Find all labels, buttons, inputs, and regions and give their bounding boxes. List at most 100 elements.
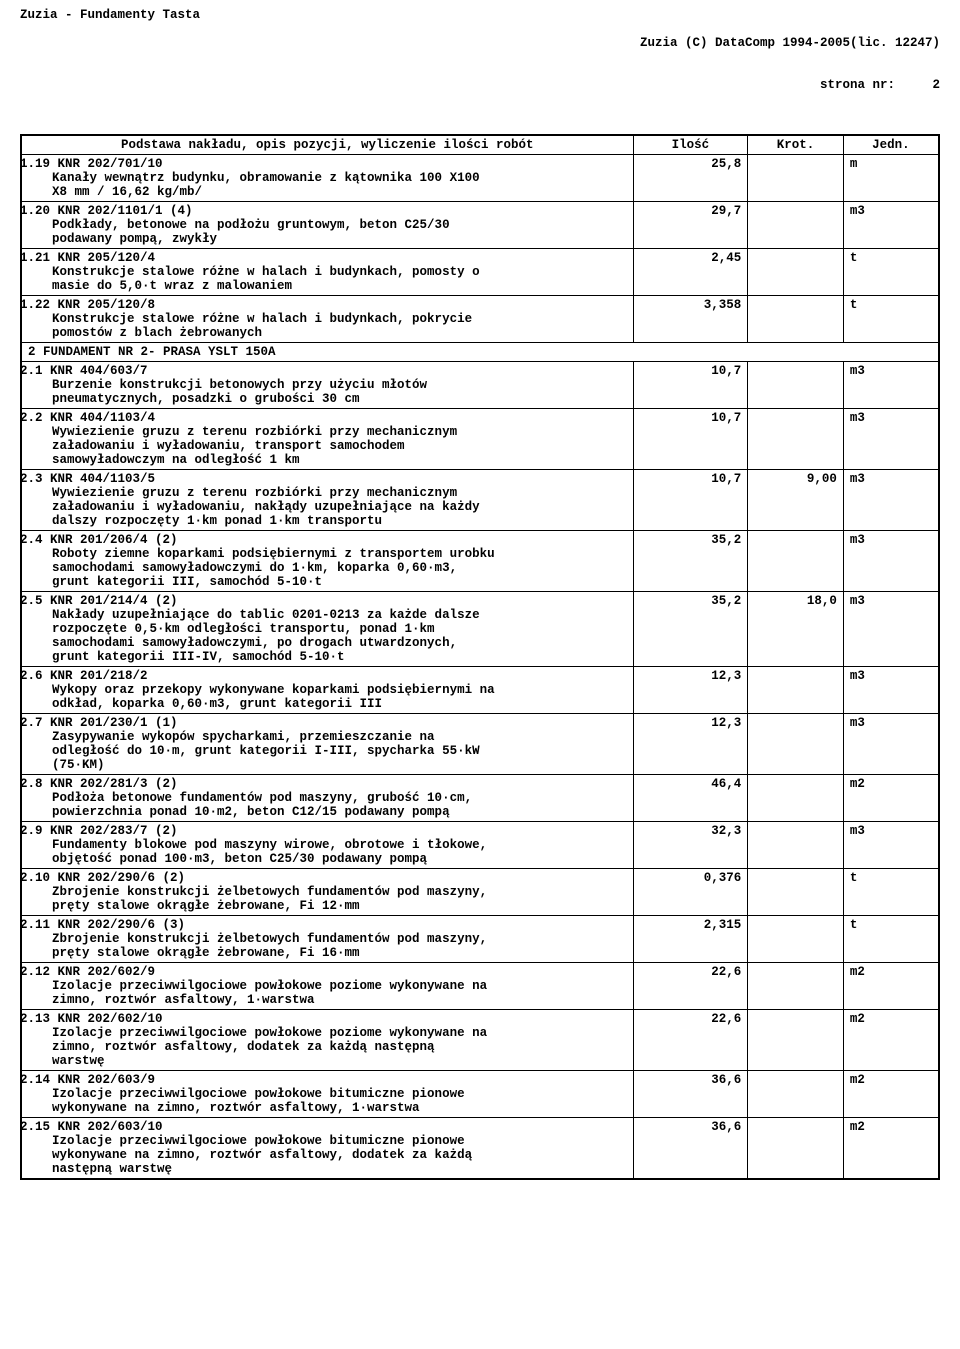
cell-jedn: m3 [843,202,939,249]
col-header-jedn: Jedn. [843,135,939,155]
item-code: 2.6 KNR 201/218/2 [20,669,627,683]
cell-opis: 2.2 KNR 404/1103/4Wywiezienie gruzu z te… [21,409,633,470]
item-desc-line: Wywiezienie gruzu z terenu rozbiórki prz… [52,425,627,439]
item-desc-line: Izolacje przeciwwilgociowe powłokowe bit… [52,1134,627,1148]
cell-krot [748,822,844,869]
cell-ilosc: 22,6 [633,1010,748,1071]
cell-jedn: m3 [843,531,939,592]
item-code: 2.12 KNR 202/602/9 [20,965,627,979]
item-code: 1.22 KNR 205/120/8 [20,298,627,312]
cell-opis: 2.14 KNR 202/603/9Izolacje przeciwwilgoc… [21,1071,633,1118]
cell-opis: 2.15 KNR 202/603/10Izolacje przeciwwilgo… [21,1118,633,1180]
item-desc-line: Wywiezienie gruzu z terenu rozbiórki prz… [52,486,627,500]
item-desc-line: Podłoża betonowe fundamentów pod maszyny… [52,791,627,805]
cell-jedn: t [843,916,939,963]
item-desc-line: (75·KM) [52,758,627,772]
cell-jedn: m2 [843,1118,939,1180]
page-header: Zuzia - Fundamenty Tasta Zuzia (C) DataC… [20,8,940,120]
cell-opis: 2.9 KNR 202/283/7 (2)Fundamenty blokowe … [21,822,633,869]
cell-krot [748,296,844,343]
cell-krot [748,531,844,592]
cell-ilosc: 35,2 [633,592,748,667]
table-row: 2.14 KNR 202/603/9Izolacje przeciwwilgoc… [21,1071,939,1118]
cell-ilosc: 36,6 [633,1071,748,1118]
table-body: 1.19 KNR 202/701/10Kanały wewnątrz budyn… [21,155,939,1180]
cell-ilosc: 12,3 [633,667,748,714]
item-desc-line: Zasypywanie wykopów spycharkami, przemie… [52,730,627,744]
cell-opis: 2.10 KNR 202/290/6 (2)Zbrojenie konstruk… [21,869,633,916]
col-header-opis: Podstawa nakładu, opis pozycji, wyliczen… [21,135,633,155]
item-desc-line: warstwę [52,1054,627,1068]
cell-ilosc: 10,7 [633,362,748,409]
cell-jedn: t [843,869,939,916]
item-desc-line: następną warstwę [52,1162,627,1176]
table-row: 1.19 KNR 202/701/10Kanały wewnątrz budyn… [21,155,939,202]
item-desc-line: Izolacje przeciwwilgociowe powłokowe poz… [52,1026,627,1040]
cell-ilosc: 0,376 [633,869,748,916]
item-desc-line: Nakłady uzupełniające do tablic 0201-021… [52,608,627,622]
cell-opis: 2.12 KNR 202/602/9Izolacje przeciwwilgoc… [21,963,633,1010]
cell-opis: 2.7 KNR 201/230/1 (1)Zasypywanie wykopów… [21,714,633,775]
cell-ilosc: 2,45 [633,249,748,296]
cell-opis: 1.21 KNR 205/120/4Konstrukcje stalowe ró… [21,249,633,296]
cell-opis: 2.6 KNR 201/218/2Wykopy oraz przekopy wy… [21,667,633,714]
item-code: 2.11 KNR 202/290/6 (3) [20,918,627,932]
cell-jedn: m2 [843,963,939,1010]
item-desc-line: zimno, roztwór asfaltowy, 1·warstwa [52,993,627,1007]
cell-krot [748,775,844,822]
cell-ilosc: 3,358 [633,296,748,343]
item-code: 2.4 KNR 201/206/4 (2) [20,533,627,547]
table-header-row: Podstawa nakładu, opis pozycji, wyliczen… [21,135,939,155]
cell-krot [748,202,844,249]
item-desc-line: samochodami samowyładowczymi do 1·km, ko… [52,561,627,575]
cell-krot [748,1010,844,1071]
cell-opis: 2.4 KNR 201/206/4 (2)Roboty ziemne kopar… [21,531,633,592]
cell-opis: 1.19 KNR 202/701/10Kanały wewnątrz budyn… [21,155,633,202]
item-desc-line: samowyładowczym na odległość 1 km [52,453,627,467]
item-code: 2.1 KNR 404/603/7 [20,364,627,378]
item-desc-line: masie do 5,0·t wraz z malowaniem [52,279,627,293]
cell-ilosc: 35,2 [633,531,748,592]
item-code: 2.15 KNR 202/603/10 [20,1120,627,1134]
item-code: 2.10 KNR 202/290/6 (2) [20,871,627,885]
col-header-krot: Krot. [748,135,844,155]
item-desc-line: wykonywane na zimno, roztwór asfaltowy, … [52,1148,627,1162]
page-number: strona nr: 2 [640,78,940,92]
cell-jedn: m3 [843,470,939,531]
cell-krot: 9,00 [748,470,844,531]
item-code: 2.7 KNR 201/230/1 (1) [20,716,627,730]
item-desc-line: Zbrojenie konstrukcji żelbetowych fundam… [52,885,627,899]
cell-krot [748,714,844,775]
cell-ilosc: 10,7 [633,470,748,531]
cell-krot [748,409,844,470]
item-code: 2.8 KNR 202/281/3 (2) [20,777,627,791]
item-desc-line: objętość ponad 100·m3, beton C25/30 poda… [52,852,627,866]
cell-jedn: m [843,155,939,202]
cell-krot [748,1118,844,1180]
table-row: 2.13 KNR 202/602/10Izolacje przeciwwilgo… [21,1010,939,1071]
col-header-ilosc: Ilość [633,135,748,155]
item-desc-line: Fundamenty blokowe pod maszyny wirowe, o… [52,838,627,852]
item-code: 2.9 KNR 202/283/7 (2) [20,824,627,838]
cell-opis: 2.8 KNR 202/281/3 (2)Podłoża betonowe fu… [21,775,633,822]
cell-krot [748,869,844,916]
item-desc-line: Kanały wewnątrz budynku, obramowanie z k… [52,171,627,185]
doc-title: Zuzia - Fundamenty Tasta [20,8,200,120]
cell-ilosc: 2,315 [633,916,748,963]
section-title: 2 FUNDAMENT NR 2- PRASA YSLT 150A [21,343,939,362]
cell-krot [748,963,844,1010]
cell-jedn: m3 [843,592,939,667]
cell-krot: 18,0 [748,592,844,667]
cell-krot [748,362,844,409]
cell-opis: 2.5 KNR 201/214/4 (2)Nakłady uzupełniają… [21,592,633,667]
item-desc-line: dalszy rozpoczęty 1·km ponad 1·km transp… [52,514,627,528]
item-code: 2.2 KNR 404/1103/4 [20,411,627,425]
item-desc-line: wykonywane na zimno, roztwór asfaltowy, … [52,1101,627,1115]
table-row: 2.10 KNR 202/290/6 (2)Zbrojenie konstruk… [21,869,939,916]
cell-jedn: m2 [843,1071,939,1118]
item-code: 2.14 KNR 202/603/9 [20,1073,627,1087]
app-copyright: Zuzia (C) DataComp 1994-2005(lic. 12247) [640,36,940,50]
cell-ilosc: 22,6 [633,963,748,1010]
cell-krot [748,249,844,296]
cell-jedn: m2 [843,775,939,822]
